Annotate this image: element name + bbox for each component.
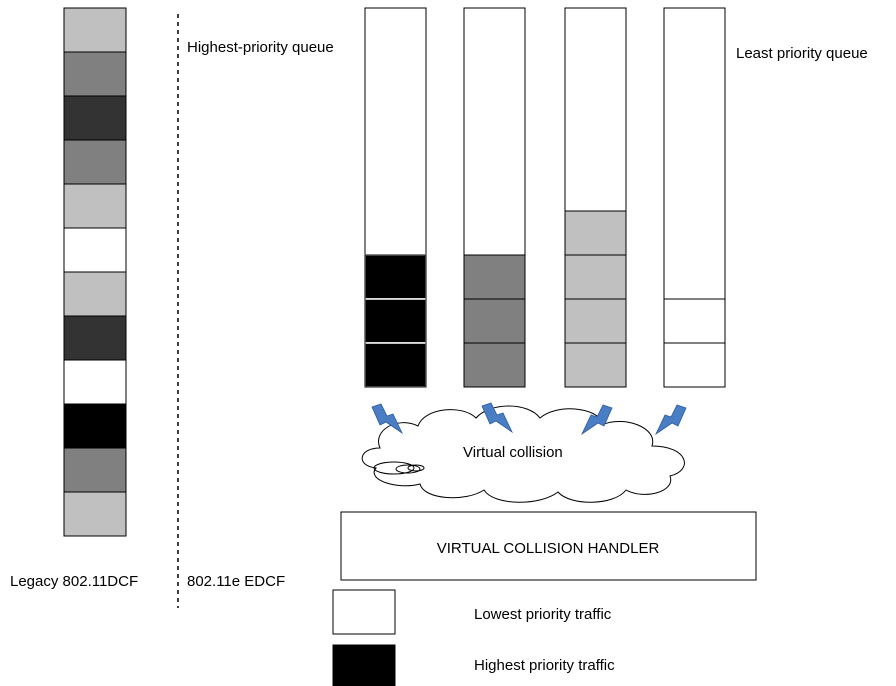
- queue-packet: [564, 342, 627, 388]
- legacy-packet: [63, 51, 127, 97]
- legacy-packet: [63, 315, 127, 361]
- legend-swatch-highest: [332, 644, 396, 686]
- queue-packet: [663, 342, 726, 388]
- legacy-dcf-stack: [63, 7, 127, 537]
- queue-packet: [364, 254, 427, 300]
- legacy-label: Legacy 802.11DCF: [10, 573, 138, 590]
- legacy-packet: [63, 227, 127, 273]
- queue-packet: [463, 298, 526, 344]
- virtual-collision-handler-label: VIRTUAL COLLISION HANDLER: [437, 540, 660, 557]
- virtual-collision-handler-box: [340, 511, 757, 581]
- queue-packet: [463, 254, 526, 300]
- queue-packet: [364, 342, 427, 388]
- lightning-icon: [655, 404, 687, 436]
- legacy-packet: [63, 447, 127, 493]
- queue-1-highest: [364, 7, 427, 388]
- queue-packet-border: [364, 254, 427, 388]
- legacy-packet: [63, 271, 127, 317]
- queue-packet: [663, 298, 726, 344]
- queue-packet: [564, 298, 627, 344]
- lightning-bolts: [371, 402, 687, 436]
- queue-packet: [564, 254, 627, 300]
- legacy-packet: [63, 139, 127, 185]
- queue-packet: [564, 210, 627, 256]
- legacy-packet: [63, 95, 127, 141]
- queue-packet: [364, 298, 427, 344]
- queue-packet: [463, 342, 526, 388]
- edcf-label: 802.11e EDCF: [187, 573, 285, 590]
- lightning-icon: [481, 402, 513, 434]
- virtual-collision-cloud: [361, 405, 685, 503]
- legacy-packet: [63, 403, 127, 449]
- legacy-packet: [63, 359, 127, 405]
- lightning-icon: [581, 404, 613, 436]
- highest-priority-queue-label: Highest-priority queue: [187, 39, 334, 56]
- legacy-packet: [63, 7, 127, 53]
- lightning-icon: [371, 403, 403, 435]
- queue-4-least: [663, 7, 726, 388]
- legend-label-lowest: Lowest priority traffic: [474, 606, 612, 623]
- queue-3: [564, 7, 627, 388]
- virtual-collision-label: Virtual collision: [463, 444, 563, 461]
- least-priority-queue-label: Least priority queue: [736, 45, 868, 62]
- edcf-queues: [364, 7, 726, 388]
- legacy-packet: [63, 183, 127, 229]
- queue-2: [463, 7, 526, 388]
- legacy-packet: [63, 491, 127, 537]
- legend-swatch-lowest: [332, 589, 396, 635]
- legend-label-highest: Highest priority traffic: [474, 657, 615, 674]
